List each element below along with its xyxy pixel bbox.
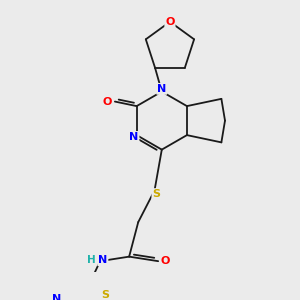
Text: S: S [152,189,160,199]
Text: N: N [129,132,139,142]
Text: S: S [102,290,110,300]
Text: N: N [52,294,61,300]
Text: N: N [98,255,107,265]
Text: H: H [87,255,95,265]
Text: N: N [157,84,167,94]
Text: O: O [165,17,175,27]
Text: O: O [103,97,112,106]
Text: O: O [161,256,170,266]
